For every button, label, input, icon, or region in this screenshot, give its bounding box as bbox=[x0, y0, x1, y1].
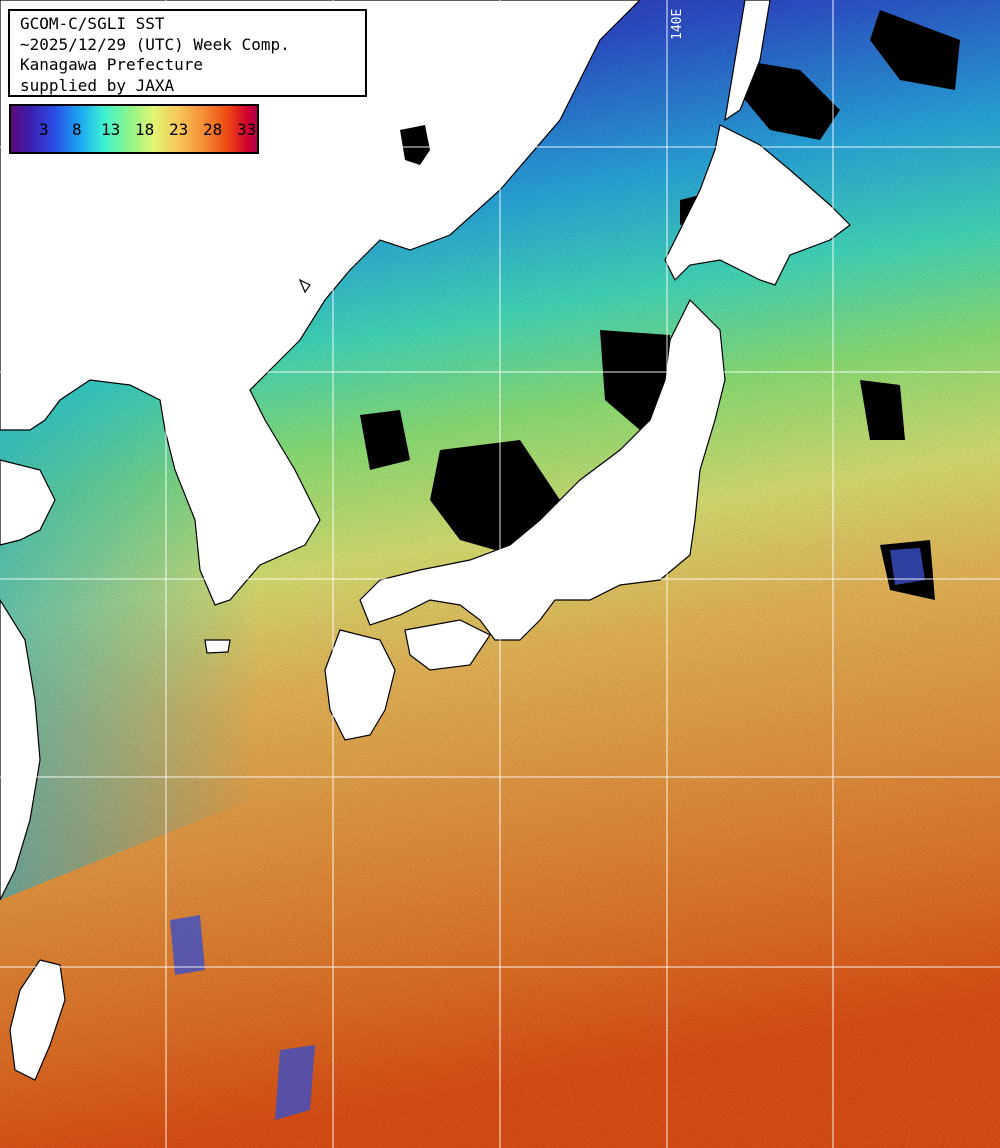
credit-title: supplied by JAXA bbox=[20, 75, 175, 95]
product-title: GCOM-C/SGLI SST bbox=[20, 14, 165, 33]
scale-tick-3: 3 bbox=[39, 120, 49, 139]
shikoku bbox=[404, 619, 491, 671]
cool-eddies bbox=[170, 548, 925, 1120]
title-box: GCOM-C/SGLI SST ~2025/12/29 (UTC) Week C… bbox=[8, 9, 367, 97]
scale-tick-8: 8 bbox=[72, 120, 82, 139]
sakhalin bbox=[724, 0, 771, 122]
longitude-label: 140E bbox=[670, 8, 685, 40]
scale-tick-33: 33 bbox=[237, 120, 257, 139]
latitude-label: 40N bbox=[6, 353, 30, 368]
island-cloud-marker bbox=[400, 125, 430, 165]
honshu bbox=[359, 298, 726, 641]
region-title: Kanagawa Prefecture bbox=[20, 55, 204, 74]
color-scale: 3 8 13 18 23 28 33 bbox=[9, 104, 259, 154]
china-coast bbox=[0, 598, 41, 901]
scale-tick-18: 18 bbox=[135, 120, 155, 139]
scale-tick-23: 23 bbox=[169, 120, 189, 139]
date-title: ~2025/12/29 (UTC) Week Comp. bbox=[20, 34, 290, 54]
taiwan bbox=[9, 959, 66, 1081]
shandong-peninsula bbox=[0, 459, 56, 546]
kyushu bbox=[324, 629, 396, 741]
scale-tick-28: 28 bbox=[203, 120, 223, 139]
hokkaido bbox=[664, 124, 851, 286]
scale-tick-13: 13 bbox=[101, 120, 121, 139]
